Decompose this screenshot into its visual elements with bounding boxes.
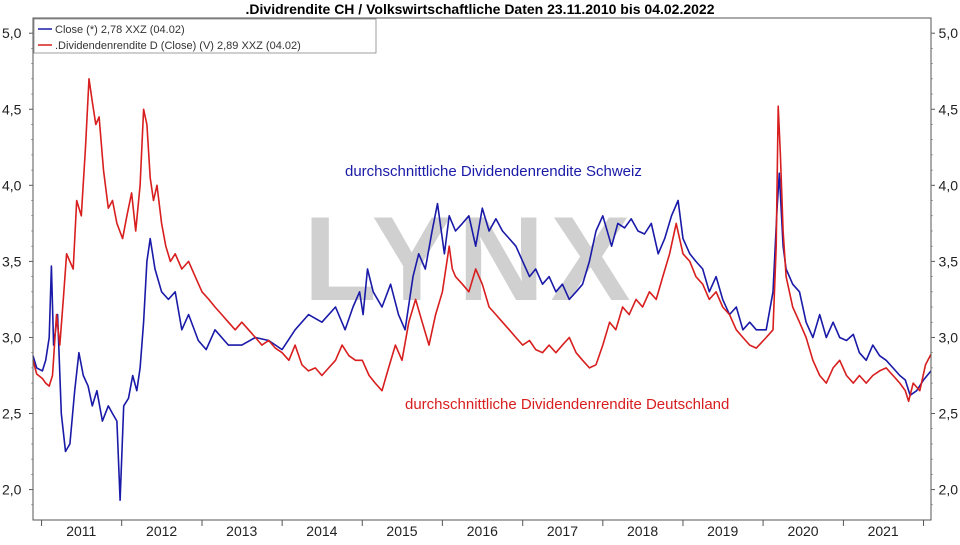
annotation-germany: durchschnittliche Dividendenrendite Deut… — [405, 396, 729, 413]
legend-label-germany: .Dividendenrendite D (Close) (V) 2,89 XX… — [55, 40, 301, 52]
y-tick-label-right: 3,0 — [939, 329, 959, 345]
x-tick-label: 2015 — [386, 523, 417, 539]
x-tick-label: 2012 — [146, 523, 177, 539]
series-line-switzerland — [32, 172, 932, 501]
y-tick-label-right: 5,0 — [939, 25, 959, 41]
y-tick-label-right: 3,5 — [939, 253, 959, 269]
x-tick-label: 2011 — [66, 523, 96, 539]
y-tick-label-right: 4,0 — [939, 177, 959, 193]
y-tick-label-left: 4,5 — [2, 101, 22, 117]
x-tick-label: 2014 — [306, 523, 337, 539]
watermark: LYNX — [303, 192, 636, 326]
x-tick-label: 2013 — [226, 523, 257, 539]
y-tick-label-left: 2,5 — [2, 406, 22, 422]
legend-label-switzerland: Close (*) 2,78 XXZ (04.02) — [55, 24, 185, 36]
chart-title: .Dividrendite CH / Volkswirtschaftliche … — [246, 1, 715, 17]
y-tick-label-right: 4,5 — [939, 101, 959, 117]
y-tick-label-left: 2,0 — [2, 482, 22, 498]
x-tick-label: 2017 — [547, 523, 578, 539]
x-tick-label: 2016 — [467, 523, 498, 539]
y-tick-label-right: 2,5 — [939, 406, 959, 422]
series-layer — [32, 78, 932, 501]
legend: Close (*) 2,78 XXZ (04.02) .Dividendenre… — [33, 18, 377, 54]
y-axis-right: 2,0 2,5 3,0 3,5 4,0 4,5 5,0 — [931, 25, 959, 506]
y-tick-label-left: 3,5 — [2, 253, 22, 269]
x-axis: 2011 2012 2013 2014 2015 2016 2017 2018 2019 2020… — [41, 520, 925, 539]
y-axis-left: 2,0 2,5 3,0 3,5 4,0 4,5 5,0 — [2, 25, 33, 506]
legend-box — [33, 18, 377, 54]
plot-frame — [32, 17, 932, 521]
y-tick-label-right: 2,0 — [939, 482, 959, 498]
y-tick-label-left: 3,0 — [2, 329, 22, 345]
y-tick-label-left: 5,0 — [2, 25, 22, 41]
series-line-germany — [32, 78, 932, 403]
x-tick-label: 2018 — [627, 523, 658, 539]
x-tick-label: 2020 — [787, 523, 818, 539]
annotation-switzerland: durchschnittliche Dividendenrendite Schw… — [345, 163, 642, 180]
x-tick-label: 2021 — [868, 523, 899, 539]
x-tick-label: 2019 — [707, 523, 738, 539]
y-tick-label-left: 4,0 — [2, 177, 22, 193]
